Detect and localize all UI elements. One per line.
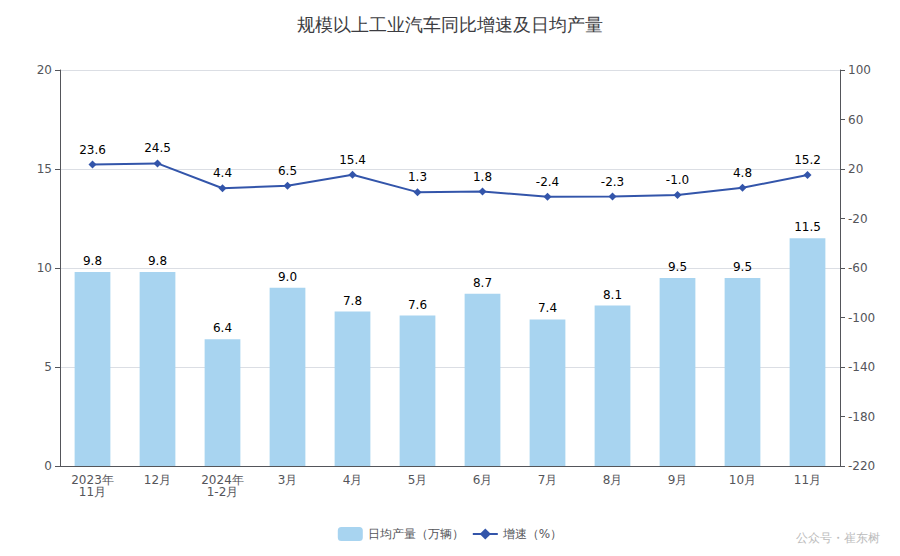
svg-text:10月: 10月	[729, 473, 756, 487]
svg-text:日均产量（万辆）: 日均产量（万辆）	[368, 527, 464, 541]
svg-text:4.4: 4.4	[213, 166, 232, 180]
svg-text:2023年: 2023年	[71, 473, 114, 487]
svg-text:-100: -100	[848, 311, 875, 325]
svg-text:-2.4: -2.4	[536, 175, 559, 189]
svg-text:9月: 9月	[668, 473, 688, 487]
svg-text:6月: 6月	[473, 473, 493, 487]
svg-text:60: 60	[848, 113, 863, 127]
svg-text:15.4: 15.4	[339, 153, 366, 167]
svg-text:9.8: 9.8	[148, 254, 167, 268]
svg-text:8.7: 8.7	[473, 276, 492, 290]
svg-text:8月: 8月	[603, 473, 623, 487]
svg-text:8.1: 8.1	[603, 288, 622, 302]
svg-text:20: 20	[37, 63, 52, 77]
svg-text:11月: 11月	[794, 473, 821, 487]
svg-text:7月: 7月	[538, 473, 558, 487]
svg-text:4.8: 4.8	[733, 166, 752, 180]
svg-text:100: 100	[848, 63, 871, 77]
svg-text:-20: -20	[848, 212, 868, 226]
svg-text:0: 0	[44, 459, 52, 473]
svg-text:20: 20	[848, 162, 863, 176]
svg-text:-140: -140	[848, 360, 875, 374]
svg-text:6.5: 6.5	[278, 164, 297, 178]
svg-text:11月: 11月	[79, 485, 106, 499]
svg-text:1-2月: 1-2月	[207, 485, 239, 499]
svg-text:2024年: 2024年	[201, 473, 244, 487]
svg-text:3月: 3月	[278, 473, 298, 487]
svg-text:15: 15	[37, 162, 52, 176]
svg-text:9.5: 9.5	[733, 260, 752, 274]
svg-text:公众号・崔东树: 公众号・崔东树	[796, 531, 880, 545]
svg-text:1.8: 1.8	[473, 170, 492, 184]
svg-text:6.4: 6.4	[213, 321, 232, 335]
svg-text:11.5: 11.5	[794, 220, 821, 234]
svg-text:规模以上工业汽车同比增速及日均产量: 规模以上工业汽车同比增速及日均产量	[297, 14, 603, 35]
svg-text:-220: -220	[848, 459, 875, 473]
svg-text:24.5: 24.5	[144, 141, 171, 155]
svg-text:15.2: 15.2	[794, 153, 821, 167]
svg-text:7.4: 7.4	[538, 301, 557, 315]
svg-text:1.3: 1.3	[408, 170, 427, 184]
svg-text:10: 10	[37, 261, 52, 275]
svg-text:9.0: 9.0	[278, 270, 297, 284]
svg-text:5: 5	[44, 360, 52, 374]
svg-text:7.8: 7.8	[343, 294, 362, 308]
svg-text:增速（%）: 增速（%）	[502, 527, 562, 541]
svg-text:7.6: 7.6	[408, 298, 427, 312]
svg-text:4月: 4月	[343, 473, 363, 487]
svg-text:12月: 12月	[144, 473, 171, 487]
svg-text:-1.0: -1.0	[666, 173, 689, 187]
svg-text:5月: 5月	[408, 473, 428, 487]
svg-text:-60: -60	[848, 261, 868, 275]
svg-text:-180: -180	[848, 410, 875, 424]
svg-text:23.6: 23.6	[79, 143, 106, 157]
svg-text:9.5: 9.5	[668, 260, 687, 274]
svg-text:9.8: 9.8	[83, 254, 102, 268]
svg-text:-2.3: -2.3	[601, 175, 624, 189]
